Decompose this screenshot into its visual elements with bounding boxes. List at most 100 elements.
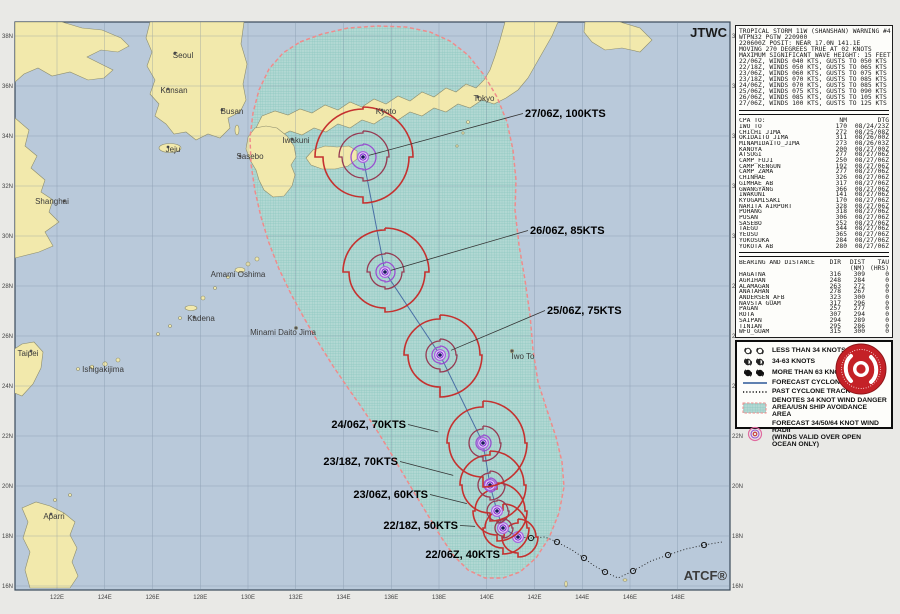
cpa-row: PUSAN 306 08/27/06Z: [739, 214, 889, 222]
forecast-positions: 22/06Z, 40KTS 22/18Z, 50KTS 23/06Z, 60KTS 2…: [314, 106, 622, 561]
island: [234, 267, 246, 273]
fix-marker-ring: [359, 153, 367, 161]
city-label: Amami Oshima: [211, 270, 266, 279]
wind-radius-34kt: [342, 227, 430, 313]
city-label: Sasebo: [236, 152, 264, 161]
city-dot: [238, 154, 242, 158]
fix-marker-center: [495, 509, 499, 513]
past-position-marker: [601, 568, 609, 576]
bearing-header: BEARING AND DISTANCE DIR DIST TAU: [739, 258, 889, 266]
wind-radius-34kt: [459, 450, 527, 522]
bearing-row: AGRIHAN 248 284 0: [739, 276, 889, 284]
lat-label-left: 16N: [2, 584, 13, 590]
cpa-col-nm: NM: [839, 116, 847, 124]
city-label: Iwakuni: [282, 136, 309, 145]
bearing-row: HAGATNA 316 309 0: [739, 271, 889, 279]
legend-item: DENOTES 34 KNOT WIND DANGER AREA/USN SHI…: [741, 397, 887, 419]
wind-radius-50kt: [486, 499, 510, 524]
cpa-row: POHANG 318 08/27/06Z: [739, 208, 889, 216]
landmass: [15, 341, 44, 397]
bearing-col-dir: DIR: [829, 258, 841, 266]
section-divider: [739, 252, 889, 257]
cpa-row: IWO_TO 170 08/24/23Z: [739, 122, 889, 130]
cpa-col-dtg: DTG: [877, 116, 889, 124]
city-dot: [29, 349, 33, 353]
city-label: Iwo To: [512, 352, 536, 361]
bearing-header-units: (NM) (HRS): [739, 265, 889, 273]
city-dot: [220, 108, 224, 112]
city-label: Tokyo: [474, 94, 495, 103]
lat-label-left: 24N: [2, 384, 13, 390]
fix-marker-center: [516, 535, 520, 539]
city-label: Kunsan: [160, 86, 187, 95]
forecast-position-26-06Z: 26/06Z, 85KTS: [342, 225, 605, 313]
bearing-row: PAGAN 257 277 0: [739, 305, 889, 313]
warning-line: 22/18Z, WINDS 050 KTS, GUSTS TO 065 KTS: [739, 64, 887, 71]
cpa-row: SASEBO 252 08/27/06Z: [739, 219, 889, 227]
city-dot: [510, 349, 514, 353]
warning-line: 25/06Z, WINDS 075 KTS, GUSTS TO 090 KTS: [739, 88, 887, 95]
landmass: [245, 125, 297, 198]
label-leader-line: [459, 525, 476, 527]
warning-line: 220600Z POSIT: NEAR 17.0N 141.1E: [739, 40, 861, 47]
fix-marker-center: [501, 526, 505, 530]
wind-radius-50kt: [468, 425, 502, 462]
island: [200, 295, 206, 301]
danger-swatch-icon: [741, 402, 769, 414]
cpa-title: CPA TO:: [739, 117, 766, 124]
cpa-row: YEOSU 365 08/27/06Z: [739, 231, 889, 239]
cpa-table: IWO_TO 170 08/24/23Z CHICHI_JIMA 272 08/25/08…: [739, 122, 889, 249]
bearing-col-tau-unit: (HRS): [870, 265, 889, 273]
fix-marker-ring: [436, 351, 444, 359]
lat-label-left: 30N: [2, 234, 13, 240]
cpa-row: KANOYA 200 08/27/00Z: [739, 145, 889, 153]
forecast-position-22-18Z: 22/18Z, 50KTS: [383, 503, 530, 555]
bearing-col-tau: TAU: [877, 258, 889, 266]
wind-radius-50kt: [494, 518, 514, 539]
wind-radius-50kt: [477, 470, 506, 501]
wind-radius-50kt: [425, 338, 458, 373]
cpa-row: CAMP_ZAMA 277 08/27/06Z: [739, 168, 889, 176]
lat-label-left: 28N: [2, 284, 13, 290]
lon-label: 144E: [575, 595, 589, 601]
bearing-row: SAIPAN 294 289 0: [739, 316, 889, 324]
fix-marker-ring: [514, 533, 522, 541]
lon-label: 126E: [145, 595, 159, 601]
lon-label: 138E: [432, 595, 446, 601]
warning-line: 27/06Z, WINDS 100 KTS, GUSTS TO 125 KTS: [739, 100, 887, 107]
past-position-marker: [700, 541, 708, 549]
wind-radius-64kt: [375, 261, 396, 283]
cpa-row: CHINHAE 326 08/27/06Z: [739, 174, 889, 182]
label-leader-line: [450, 310, 546, 351]
landmass: [15, 117, 60, 259]
label-leader-line: [399, 461, 454, 476]
bearing-title: BEARING AND DISTANCE: [739, 259, 815, 266]
city-dot: [192, 315, 196, 319]
warning-text-block: TROPICAL STORM 11W (SHANSHAN) WARNING #4…: [739, 28, 891, 107]
past-line-icon: [741, 388, 769, 396]
forecast-label: 22/06Z, 40KTS: [425, 549, 500, 561]
forecast-label: 24/06Z, 70KTS: [331, 419, 406, 431]
legend-items: LESS THAN 34 KNOTS 34-63 KNOTS MORE THAN…: [741, 346, 887, 448]
bearing-table: HAGATNA 316 309 0 AGRIHAN 248 284 0 ALAMAGAN 263 2…: [739, 272, 889, 335]
wind-radius-50kt: [366, 252, 405, 290]
label-leader-line: [429, 494, 467, 504]
lon-label: 142E: [527, 595, 541, 601]
legend-item: LESS THAN 34 KNOTS: [741, 346, 887, 356]
warning-text-box: TROPICAL STORM 11W (SHANSHAN) WARNING #4…: [735, 25, 893, 338]
past-track-line: [517, 536, 723, 579]
wind-radius-64kt: [431, 345, 450, 365]
past-position-marker: [580, 554, 588, 562]
island: [254, 256, 260, 262]
lat-label-right: 16N: [732, 584, 743, 590]
island: [158, 143, 182, 153]
cpa-row: CAMP_FUJI 250 08/27/06Z: [739, 157, 889, 165]
bearing-row: TINIAN 295 286 0: [739, 322, 889, 330]
cpa-row: TAEGU 344 08/27/06Z: [739, 225, 889, 233]
city-dot: [294, 326, 298, 330]
city-labels: Seoul Kunsan Busan Jeju Shanghai Sasebo Iwakun…: [18, 51, 535, 521]
past-position-marker: [553, 538, 561, 546]
bearing-row: ALAMAGAN 263 272 0: [739, 282, 889, 290]
island: [76, 367, 80, 371]
